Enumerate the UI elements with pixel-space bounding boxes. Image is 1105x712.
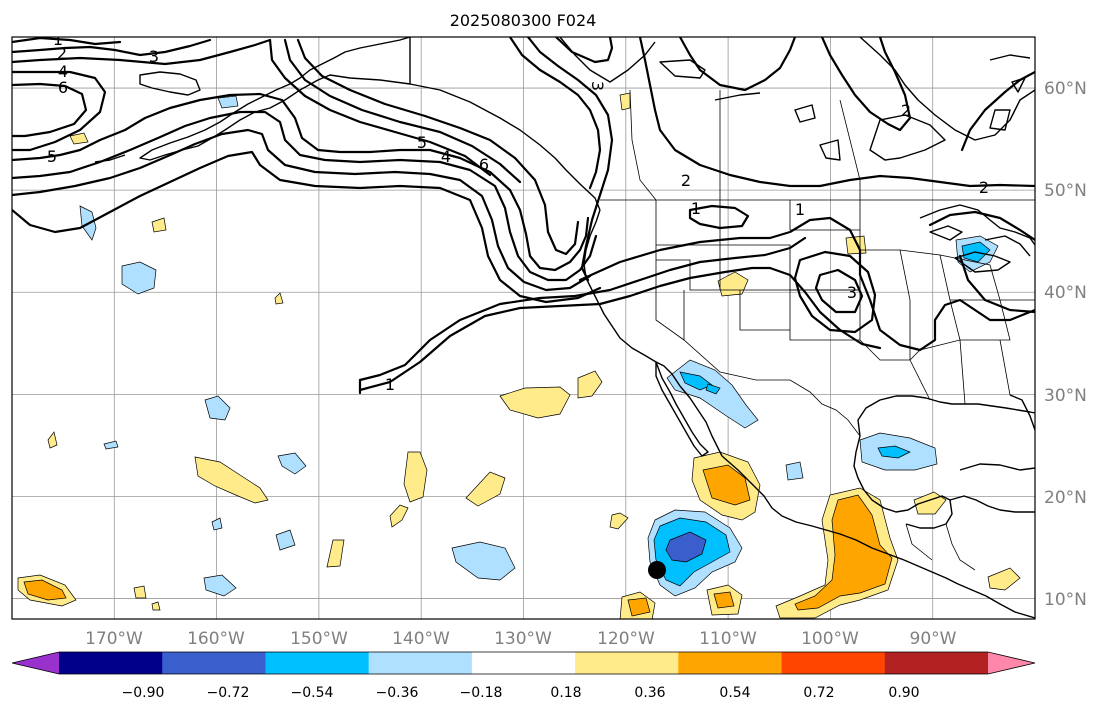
storm-center-marker [648,561,666,579]
colorbar-tick-label: 0.54 [719,685,750,701]
anomaly-shading [17,92,1021,619]
contour-label: 1 [691,199,701,218]
lon-label: 100°W [801,629,859,649]
lat-label: 20°N [1044,488,1087,508]
lon-label: 160°W [187,629,245,649]
contour-label: 6 [479,155,489,174]
contour-label: 2 [681,171,691,190]
lat-label: 50°N [1044,181,1087,201]
contour-label: 5 [47,147,57,166]
colorbar-tick-label: 0.18 [550,685,581,701]
colorbar-tick-label: −0.90 [122,685,165,701]
lon-label: 90°W [910,629,957,649]
contour-label: 1 [385,375,395,394]
coastlines [74,37,1035,619]
map-title: 2025080300 F024 [450,11,597,30]
latitude-labels: 60°N 50°N 40°N 30°N 20°N 10°N [1044,79,1087,610]
colorbar-segment [575,652,679,674]
contour-label: 2 [57,44,67,63]
longitude-labels: 170°W 160°W 150°W 140°W 130°W 120°W 110°… [85,629,957,649]
lon-label: 110°W [699,629,757,649]
contour-label: 6 [58,78,68,97]
colorbar-tick-labels: −0.90 −0.72 −0.54 −0.36 −0.18 0.18 0.36 … [122,685,920,701]
contour-label: 3 [847,283,857,302]
lat-label: 40°N [1044,283,1087,303]
colorbar-segment [162,652,266,674]
colorbar-segment [265,652,370,674]
lon-label: 170°W [85,629,143,649]
colorbar-outline [11,651,1036,675]
contour-label: 4 [58,62,68,81]
contour-lines [12,37,1035,395]
colorbar-segment [781,652,886,674]
lon-label: 130°W [494,629,552,649]
map-frame [11,36,1036,620]
colorbar-tick-label: −0.54 [291,685,334,701]
colorbar-segment [884,652,989,674]
contour-label: 3 [588,81,607,91]
map-area: 1 2 3 4 6 5 3 5 4 6 2 1 2 2 1 3 1 [12,30,1035,619]
contour-label: 4 [441,147,451,166]
colorbar-tick-label: 0.36 [634,685,665,701]
contour-labels: 1 2 3 4 6 5 3 5 4 6 2 1 2 2 1 3 1 [47,30,989,394]
colorbar-tick-label: −0.18 [460,685,503,701]
lat-label: 30°N [1044,386,1087,406]
contour-label: 2 [901,101,911,120]
colorbar [11,651,1036,675]
contour-label: 5 [417,133,427,152]
contour-label: 3 [149,47,159,66]
contour-label: 2 [979,178,989,197]
colorbar-extension-low [12,652,59,674]
political-borders [600,89,1035,571]
colorbar-segment [678,652,783,674]
colorbar-tick-label: 0.90 [888,685,919,701]
lon-label: 150°W [290,629,348,649]
lat-label: 60°N [1044,79,1087,99]
colorbar-segment [471,652,576,674]
colorbar-extension-high [988,652,1035,674]
colorbar-tick-label: 0.72 [803,685,834,701]
lon-label: 120°W [597,629,655,649]
lon-label: 140°W [392,629,450,649]
colorbar-tick-label: −0.72 [207,685,250,701]
contour-label: 1 [795,200,805,219]
contour-label: 1 [53,30,63,49]
colorbar-segment [59,652,163,674]
lat-label: 10°N [1044,590,1087,610]
colorbar-tick-label: −0.36 [376,685,419,701]
colorbar-segment [368,652,473,674]
